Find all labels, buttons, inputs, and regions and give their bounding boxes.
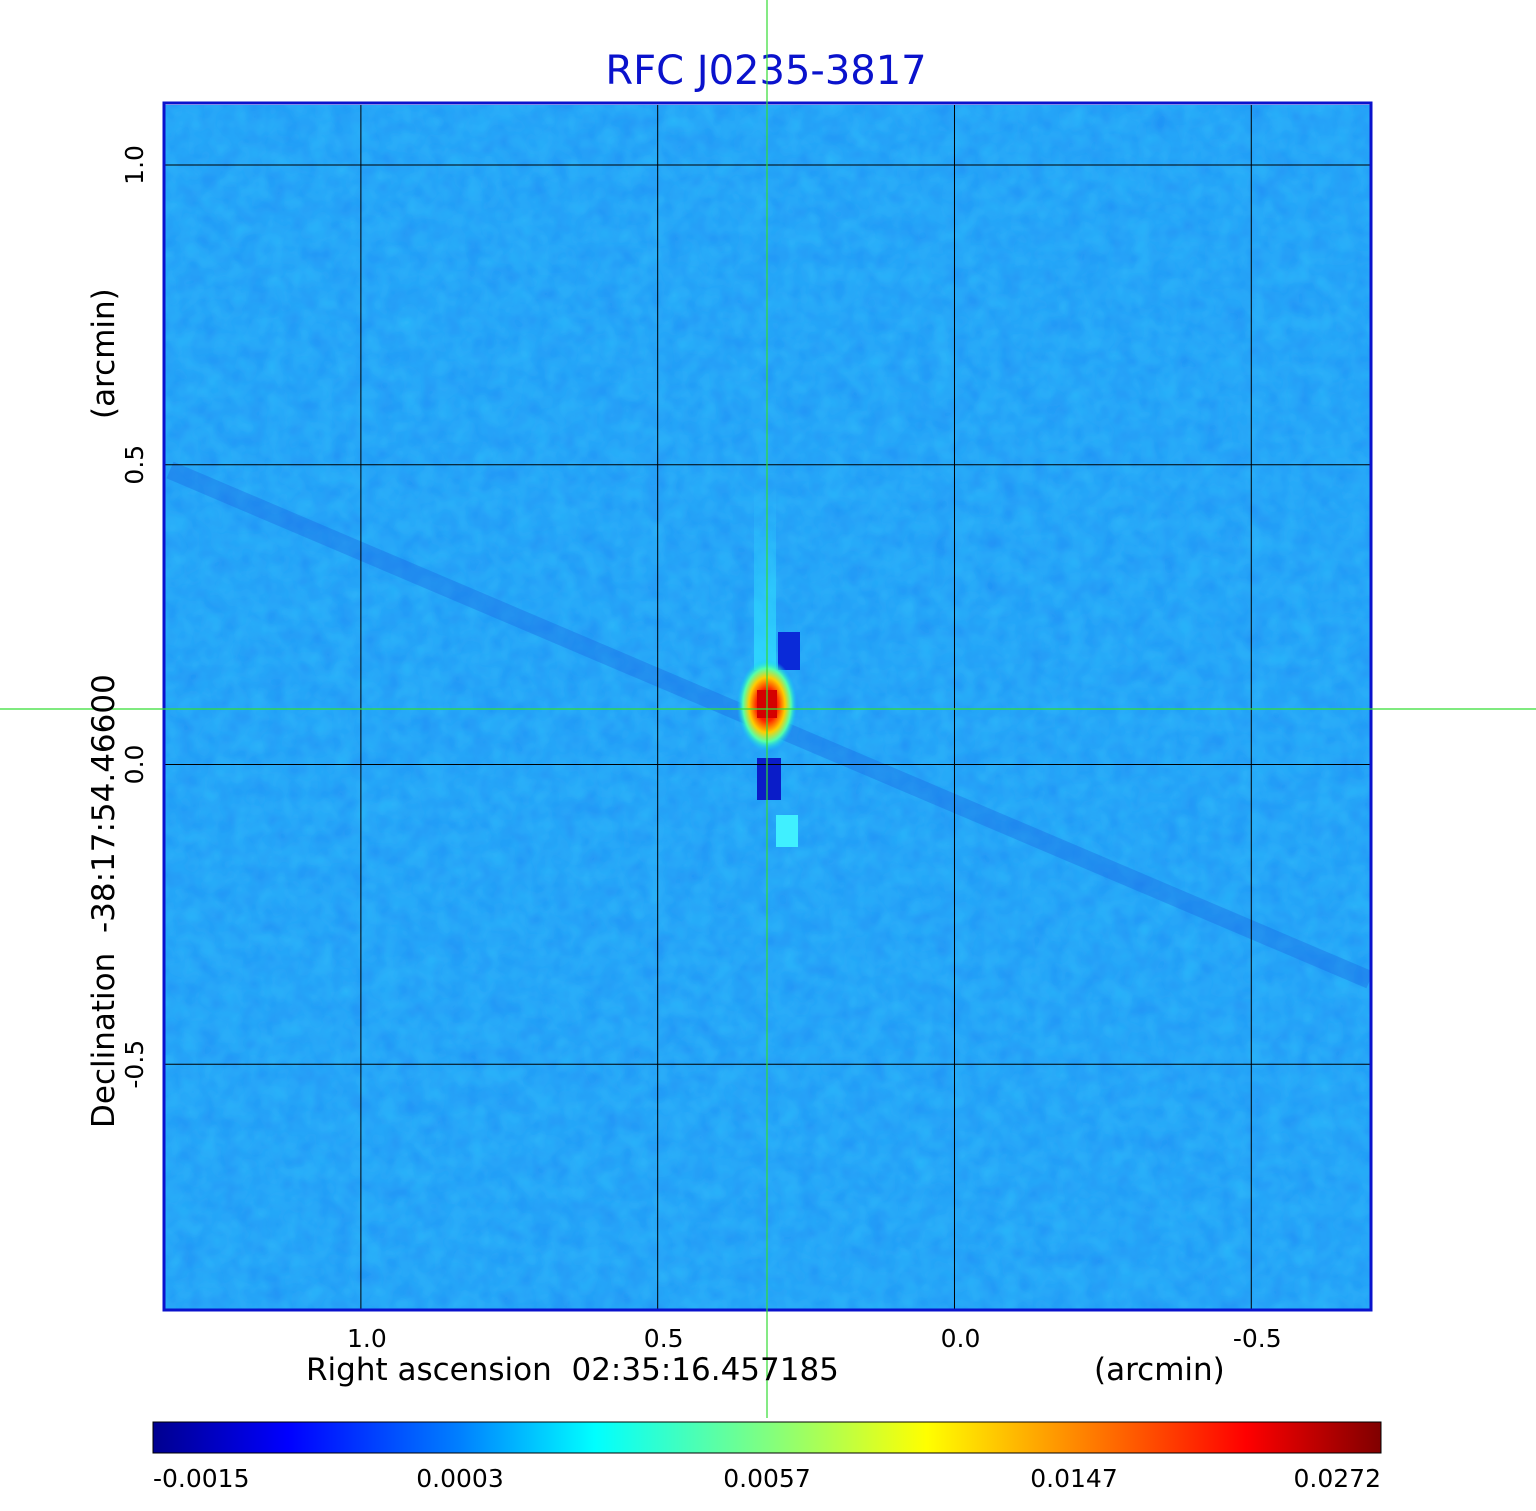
x-axis-label: Right ascension 02:35:16.457185 [306,1352,839,1388]
colorbar-tick-label: 0.0272 [1294,1464,1381,1493]
x-tick-label: 1.0 [347,1324,387,1353]
colorbar-tick-labels: -0.0015 0.0003 0.0057 0.0147 0.0272 [153,1464,1381,1493]
colorbar-tick-label: 0.0003 [416,1464,503,1493]
x-tick-labels: 1.0 0.5 0.0 -0.5 [347,1324,1282,1353]
colorbar-tick-label: 0.0057 [723,1464,810,1493]
source-knot-lower [776,815,798,847]
y-tick-label: 0.0 [120,745,149,785]
y-tick-label: 0.5 [120,445,149,485]
y-axis-unit: (arcmin) [86,288,122,419]
source-jet-upper [754,480,776,670]
source-dark-lobe-lower [757,758,781,800]
y-tick-label: 1.0 [120,145,149,185]
y-tick-label: -0.5 [120,1040,149,1089]
x-axis-unit: (arcmin) [1094,1352,1225,1388]
x-tick-label: 0.5 [644,1324,684,1353]
x-tick-label: -0.5 [1233,1324,1282,1353]
colorbar-tick-label: 0.0147 [1030,1464,1117,1493]
source-dark-lobe-right [778,632,800,670]
chart-title: RFC J0235-3817 [605,48,926,94]
y-tick-labels: 1.0 0.5 0.0 -0.5 [120,145,149,1089]
colorbar-tick-label: -0.0015 [153,1464,250,1493]
colorbar [152,1421,1382,1454]
y-axis-label: Declination -38:17:54.46600 [86,674,122,1128]
x-tick-label: 0.0 [941,1324,981,1353]
